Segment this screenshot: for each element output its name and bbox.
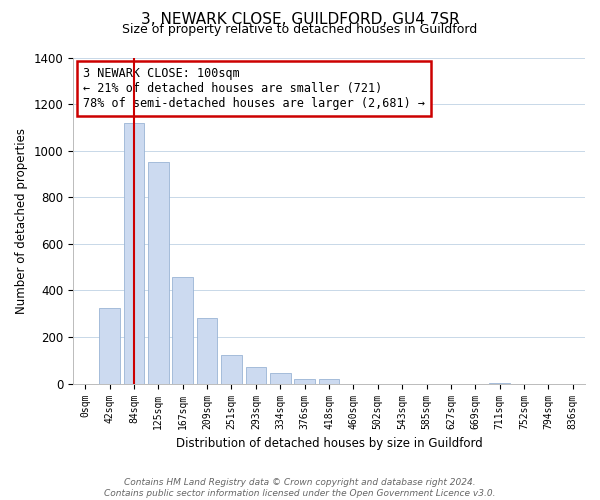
Bar [172,276,193,384]
Bar [221,354,242,384]
Bar [124,122,145,384]
Y-axis label: Number of detached properties: Number of detached properties [15,128,28,314]
Text: Contains HM Land Registry data © Crown copyright and database right 2024.
Contai: Contains HM Land Registry data © Crown c… [104,478,496,498]
Text: 3 NEWARK CLOSE: 100sqm
← 21% of detached houses are smaller (721)
78% of semi-de: 3 NEWARK CLOSE: 100sqm ← 21% of detached… [83,68,425,110]
Bar [99,308,120,384]
Bar [245,368,266,384]
Text: Size of property relative to detached houses in Guildford: Size of property relative to detached ho… [122,22,478,36]
Bar [490,382,510,384]
Bar [270,373,290,384]
Bar [319,379,340,384]
Bar [197,318,217,384]
Bar [148,162,169,384]
X-axis label: Distribution of detached houses by size in Guildford: Distribution of detached houses by size … [176,437,482,450]
Text: 3, NEWARK CLOSE, GUILDFORD, GU4 7SR: 3, NEWARK CLOSE, GUILDFORD, GU4 7SR [140,12,460,28]
Bar [294,379,315,384]
